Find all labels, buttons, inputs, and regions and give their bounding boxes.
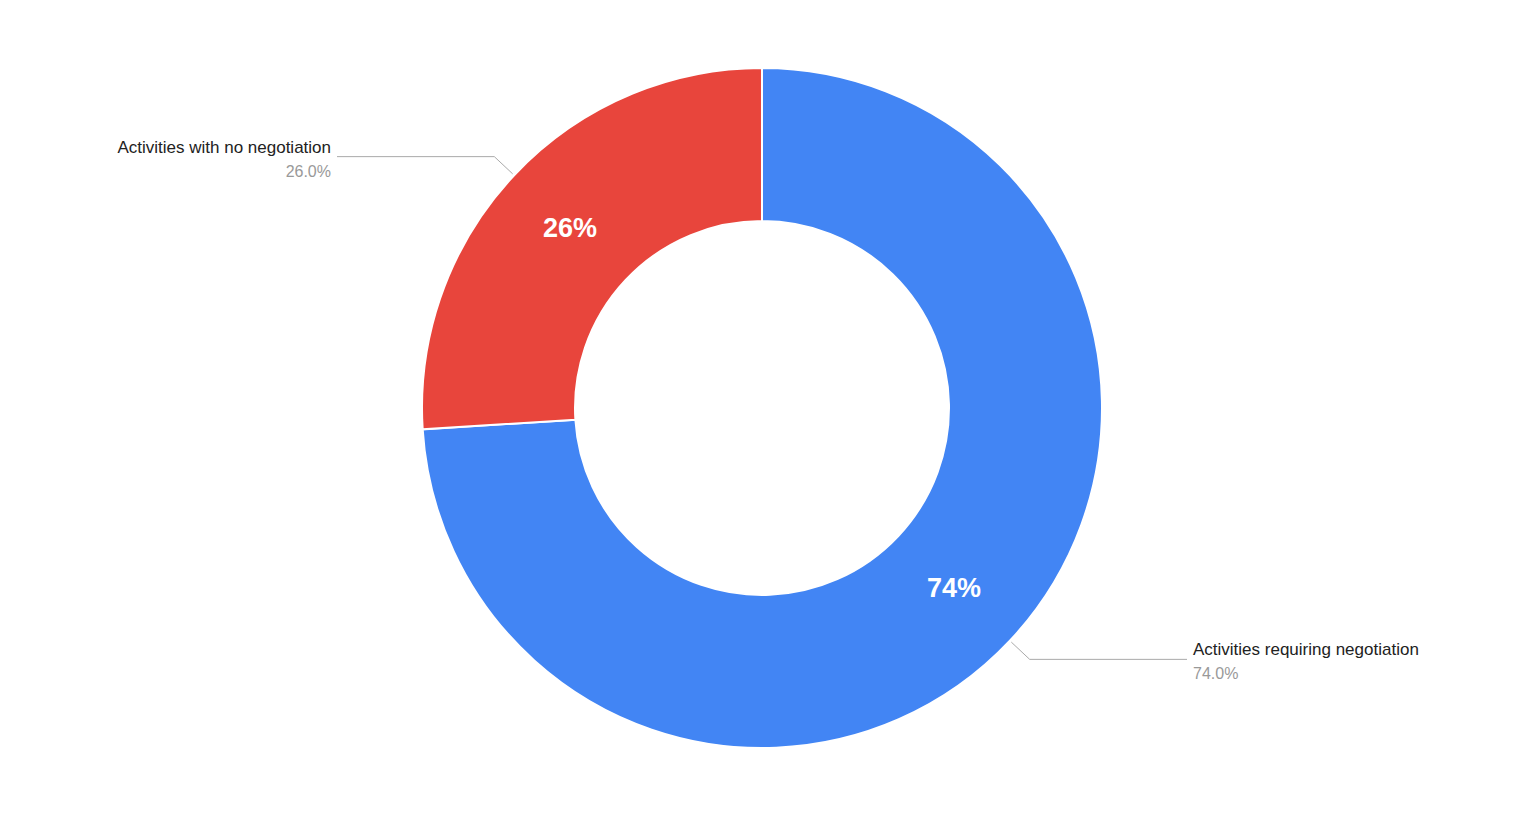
slice-label: 26%: [543, 213, 597, 243]
labels: 74% Activities requiring negotiation 74.0%…: [117, 138, 1418, 683]
slices: [422, 68, 1102, 748]
callout-value: 74.0%: [1193, 665, 1238, 682]
donut-slice: [423, 68, 1102, 748]
callout-line: [1011, 642, 1187, 659]
callout-category: Activities with no negotiation: [117, 138, 331, 157]
callout-line: [337, 157, 513, 174]
callout-category: Activities requiring negotiation: [1193, 640, 1419, 659]
donut-slice: [422, 68, 762, 429]
callout-value: 26.0%: [286, 163, 331, 180]
chart-canvas: 74% Activities requiring negotiation 74.0%…: [0, 0, 1524, 816]
slice-label: 74%: [927, 573, 981, 603]
